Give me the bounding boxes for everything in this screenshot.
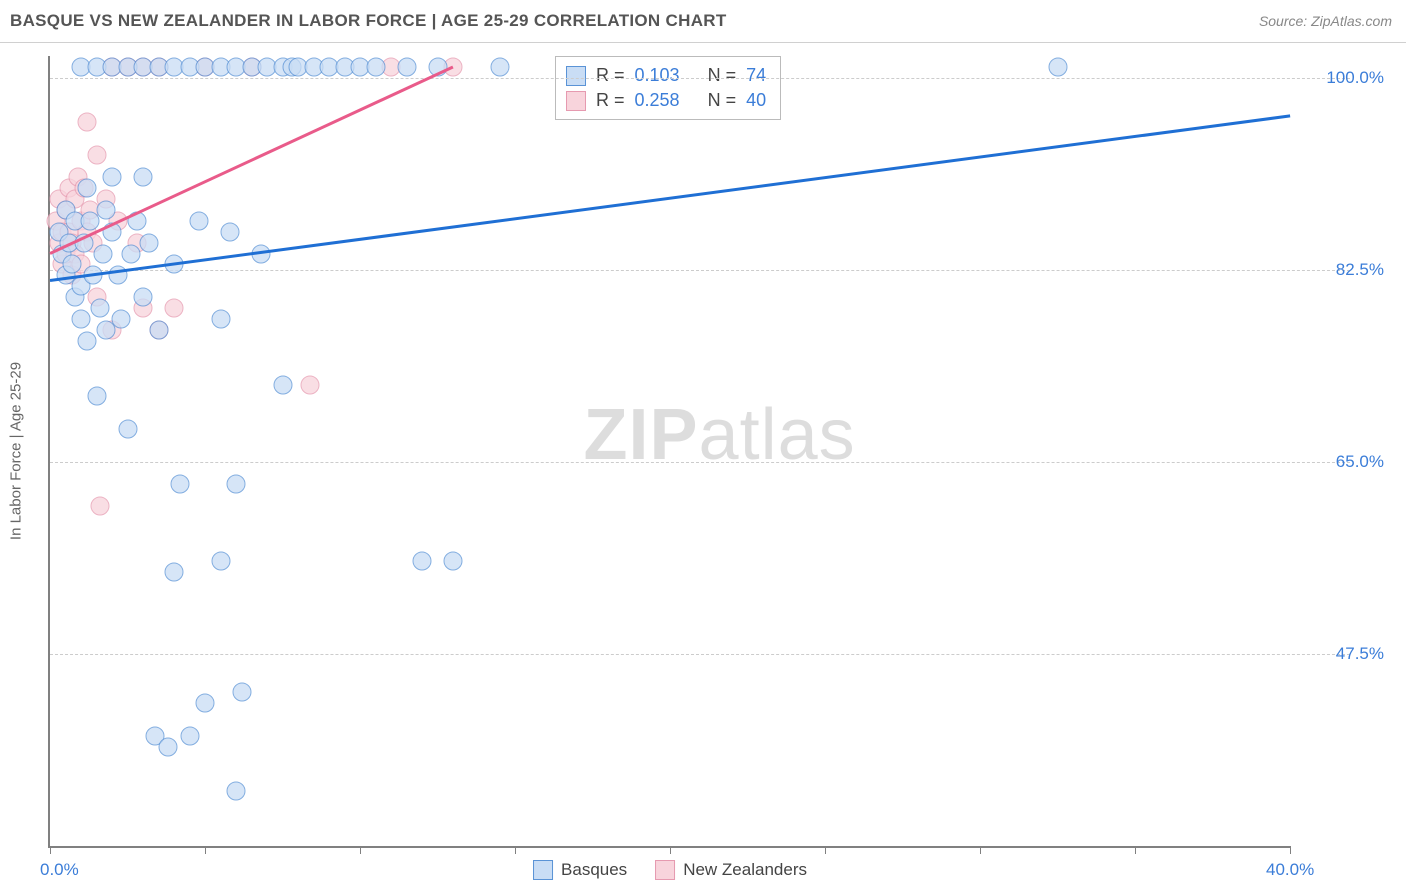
x-axis-min-label: 0.0% xyxy=(40,860,79,880)
scatter-marker xyxy=(211,551,230,570)
n-label: N = xyxy=(708,90,737,111)
scatter-marker xyxy=(87,145,106,164)
regression-line xyxy=(50,115,1290,283)
chart-title: BASQUE VS NEW ZEALANDER IN LABOR FORCE |… xyxy=(10,11,727,31)
scatter-marker xyxy=(180,727,199,746)
scatter-marker xyxy=(227,782,246,801)
x-axis-max-label: 40.0% xyxy=(1266,860,1314,880)
x-tick xyxy=(205,846,206,854)
scatter-marker xyxy=(62,255,81,274)
watermark-atlas: atlas xyxy=(699,395,856,475)
scatter-marker xyxy=(72,310,91,329)
scatter-marker xyxy=(413,551,432,570)
scatter-marker xyxy=(134,167,153,186)
scatter-marker xyxy=(1048,57,1067,76)
x-tick xyxy=(1290,846,1291,854)
scatter-marker xyxy=(165,562,184,581)
scatter-marker xyxy=(233,683,252,702)
gridline xyxy=(50,462,1350,463)
stats-row-basques: R = 0.103 N = 74 xyxy=(566,63,766,88)
scatter-marker xyxy=(165,299,184,318)
r-label: R = xyxy=(596,90,625,111)
watermark: ZIPatlas xyxy=(584,394,856,476)
scatter-marker xyxy=(273,376,292,395)
legend-item-nz: New Zealanders xyxy=(655,860,807,880)
scatter-marker xyxy=(90,496,109,515)
n-label: N = xyxy=(708,65,737,86)
scatter-marker xyxy=(103,167,122,186)
source-attribution: Source: ZipAtlas.com xyxy=(1259,13,1392,29)
bottom-legend: Basques New Zealanders xyxy=(533,860,807,880)
plot-area: ZIPatlas In Labor Force | Age 25-29 0.0%… xyxy=(48,56,1290,848)
scatter-marker xyxy=(189,211,208,230)
r-value-basques: 0.103 xyxy=(635,65,680,86)
scatter-marker xyxy=(78,332,97,351)
gridline xyxy=(50,270,1350,271)
legend-square-basques xyxy=(566,66,586,86)
legend-label-nz: New Zealanders xyxy=(683,860,807,880)
scatter-marker xyxy=(490,57,509,76)
scatter-marker xyxy=(196,694,215,713)
scatter-marker xyxy=(171,474,190,493)
gridline xyxy=(50,78,1350,79)
legend-item-basques: Basques xyxy=(533,860,627,880)
y-tick-label: 65.0% xyxy=(1304,452,1384,472)
scatter-marker xyxy=(134,288,153,307)
x-tick xyxy=(670,846,671,854)
scatter-marker xyxy=(397,57,416,76)
r-label: R = xyxy=(596,65,625,86)
x-tick xyxy=(360,846,361,854)
y-tick-label: 100.0% xyxy=(1304,68,1384,88)
scatter-marker xyxy=(301,376,320,395)
scatter-marker xyxy=(87,387,106,406)
scatter-marker xyxy=(366,57,385,76)
scatter-marker xyxy=(444,551,463,570)
scatter-marker xyxy=(93,244,112,263)
watermark-zip: ZIP xyxy=(584,395,699,475)
title-bar: BASQUE VS NEW ZEALANDER IN LABOR FORCE |… xyxy=(0,0,1406,43)
scatter-marker xyxy=(112,310,131,329)
x-tick xyxy=(515,846,516,854)
legend-label-basques: Basques xyxy=(561,860,627,880)
scatter-marker xyxy=(227,474,246,493)
scatter-marker xyxy=(158,738,177,757)
y-tick-label: 47.5% xyxy=(1304,644,1384,664)
scatter-marker xyxy=(211,310,230,329)
n-value-nz: 40 xyxy=(746,90,766,111)
scatter-marker xyxy=(140,233,159,252)
regression-line xyxy=(49,66,453,255)
y-axis-title: In Labor Force | Age 25-29 xyxy=(8,362,25,540)
legend-square-nz xyxy=(566,91,586,111)
y-tick-label: 82.5% xyxy=(1304,260,1384,280)
n-value-basques: 74 xyxy=(746,65,766,86)
x-tick xyxy=(825,846,826,854)
scatter-marker xyxy=(149,321,168,340)
stats-row-nz: R = 0.258 N = 40 xyxy=(566,88,766,113)
scatter-marker xyxy=(78,178,97,197)
scatter-marker xyxy=(96,200,115,219)
scatter-marker xyxy=(220,222,239,241)
x-tick xyxy=(1135,846,1136,854)
scatter-marker xyxy=(121,244,140,263)
legend-square-basques-icon xyxy=(533,860,553,880)
x-tick xyxy=(50,846,51,854)
legend-square-nz-icon xyxy=(655,860,675,880)
x-tick xyxy=(980,846,981,854)
scatter-marker xyxy=(78,112,97,131)
gridline xyxy=(50,654,1350,655)
r-value-nz: 0.258 xyxy=(635,90,680,111)
stats-box: R = 0.103 N = 74 R = 0.258 N = 40 xyxy=(555,56,781,120)
scatter-marker xyxy=(90,299,109,318)
scatter-marker xyxy=(118,420,137,439)
